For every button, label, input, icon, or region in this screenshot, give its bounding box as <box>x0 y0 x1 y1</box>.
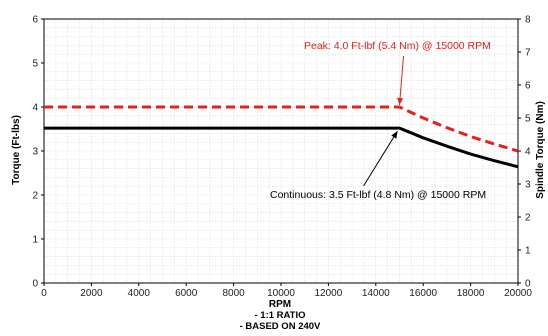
x-axis-note-ratio: - 1:1 RATIO <box>254 310 305 321</box>
x-tick-label: 12000 <box>314 288 342 299</box>
peak-annotation-arrow <box>399 55 404 106</box>
y2-tick-label: 5 <box>525 114 531 125</box>
x-tick-label: 4000 <box>128 288 151 299</box>
x-axis-title: RPM <box>269 299 291 310</box>
x-tick-label: 16000 <box>409 288 437 299</box>
x-tick-label: 8000 <box>222 288 245 299</box>
series-line-continuous <box>44 126 519 169</box>
continuous-annotation: Continuous: 3.5 Ft-lbf (4.8 Nm) @ 15000 … <box>270 189 486 201</box>
x-tick-label: 20000 <box>504 288 532 299</box>
y-tick-label: 6 <box>32 15 38 26</box>
y-tick-label: 4 <box>32 103 38 114</box>
y2-tick-label: 6 <box>525 81 531 92</box>
y2-tick-label: 2 <box>525 213 531 224</box>
x-tick-label: 18000 <box>457 288 485 299</box>
y-axis-title: Torque (Ft-lbs) <box>11 115 22 185</box>
x-tick-label: 14000 <box>362 288 390 299</box>
y-tick-label: 0 <box>32 279 38 290</box>
series-group <box>43 105 519 169</box>
y2-tick-label: 8 <box>525 15 531 26</box>
continuous-annotation-arrow <box>363 130 398 187</box>
y2-tick-label: 1 <box>525 246 531 257</box>
y-tick-label: 3 <box>32 147 38 158</box>
x-tick-label: 0 <box>41 288 47 299</box>
y2-axis-title: Spindle Torque (Nm) <box>535 101 546 199</box>
x-tick-label: 10000 <box>267 288 295 299</box>
x-axis-note-voltage: - BASED ON 240V <box>240 321 321 332</box>
x-tick-label: 6000 <box>175 288 198 299</box>
y-axis-ticks: 0 1 2 3 4 5 6 <box>32 15 44 290</box>
y-tick-label: 1 <box>32 235 38 246</box>
grid <box>43 18 519 284</box>
y-tick-label: 2 <box>32 191 38 202</box>
x-axis-ticks: 0 2000 4000 6000 8000 10000 12000 14000 16000 180… <box>41 283 532 299</box>
peak-annotation-arrowhead <box>397 97 404 105</box>
x-tick-label: 2000 <box>80 288 103 299</box>
y-tick-label: 5 <box>32 59 38 70</box>
continuous-annotation-arrowhead <box>391 131 398 139</box>
y2-tick-label: 7 <box>525 48 531 59</box>
y2-axis-ticks: 0 1 2 3 4 5 6 7 8 <box>518 15 531 290</box>
y2-tick-label: 3 <box>525 180 531 191</box>
peak-annotation: Peak: 4.0 Ft-lbf (5.4 Nm) @ 15000 RPM <box>304 40 491 52</box>
y2-tick-label: 0 <box>525 279 531 290</box>
y2-tick-label: 4 <box>525 147 531 158</box>
